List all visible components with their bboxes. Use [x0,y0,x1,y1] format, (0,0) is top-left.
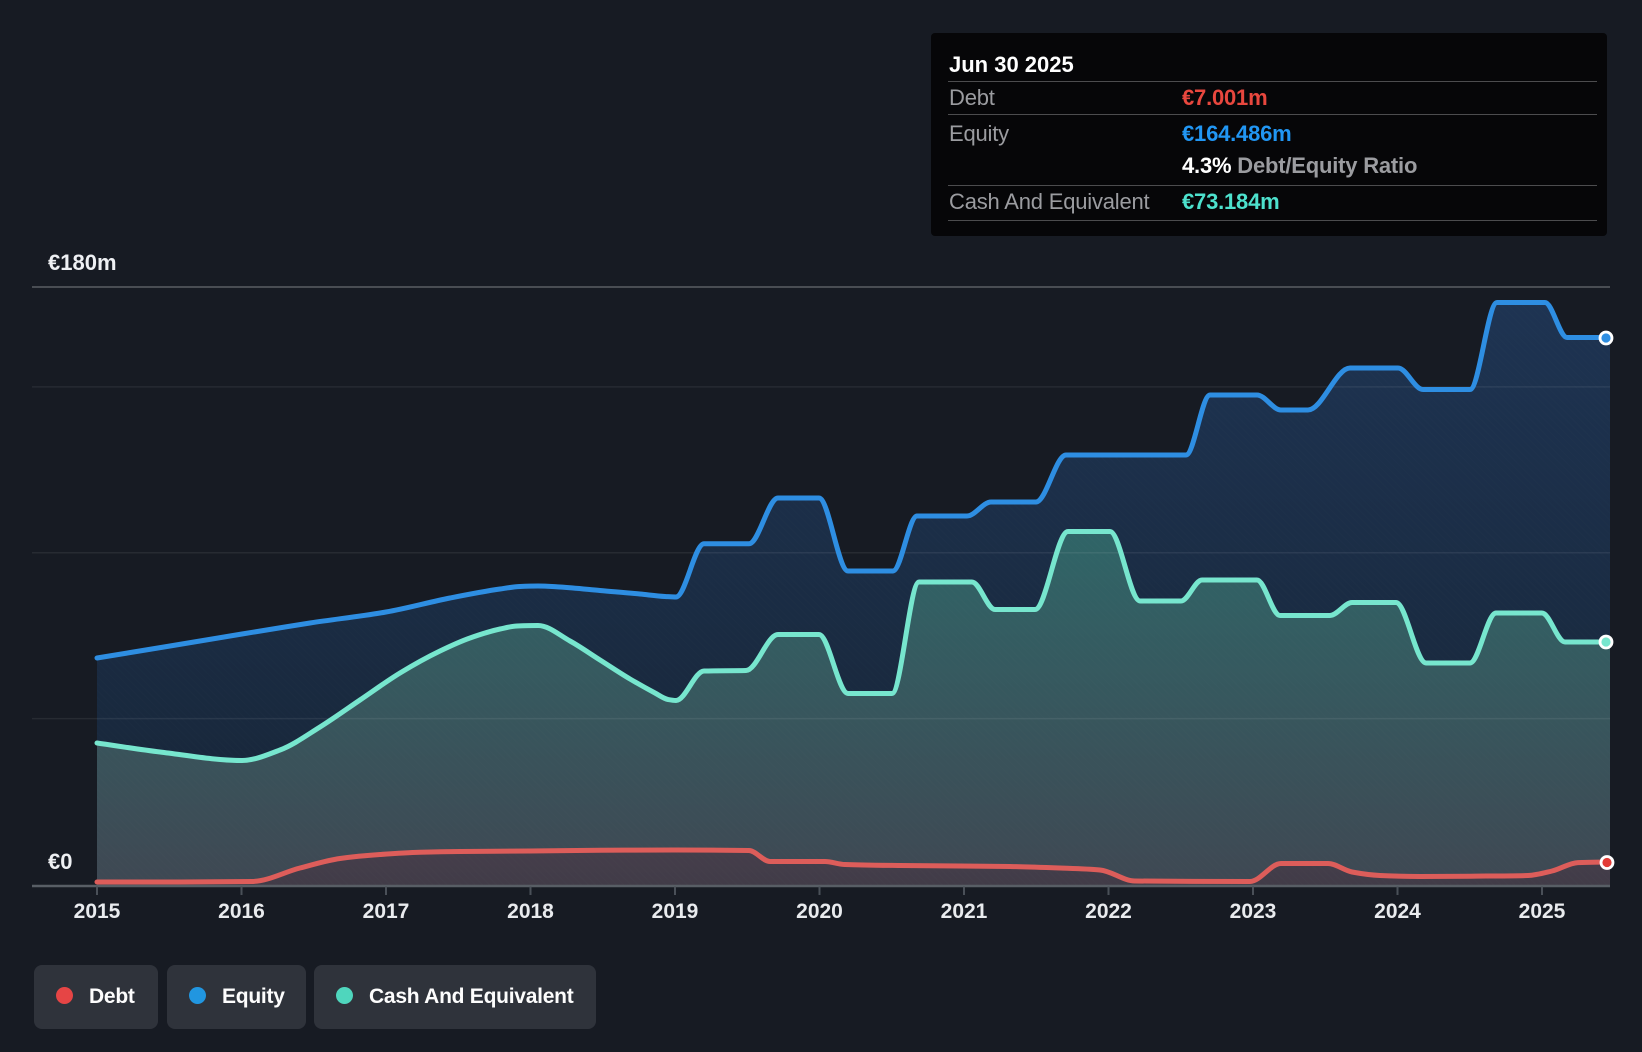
svg-text:2020: 2020 [796,900,843,923]
svg-text:2015: 2015 [74,900,121,923]
svg-text:2021: 2021 [941,900,988,923]
svg-text:2017: 2017 [363,900,410,923]
svg-text:2022: 2022 [1085,900,1132,923]
svg-text:€180m: €180m [48,250,117,275]
svg-text:2016: 2016 [218,900,265,923]
svg-text:2023: 2023 [1230,900,1277,923]
svg-text:2024: 2024 [1374,900,1421,923]
svg-text:2018: 2018 [507,900,554,923]
svg-text:2019: 2019 [652,900,699,923]
svg-text:2025: 2025 [1519,900,1566,923]
svg-text:€0: €0 [48,849,72,874]
